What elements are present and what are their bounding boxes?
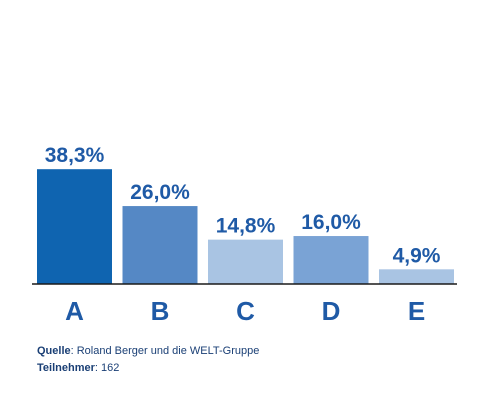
source-text: : Roland Berger und die WELT-Gruppe <box>70 345 260 357</box>
source-label: Quelle <box>37 345 71 357</box>
value-label-c: 14,8% <box>216 215 276 238</box>
bar-d <box>293 236 369 284</box>
bars-group <box>37 169 454 284</box>
bar-b <box>122 206 198 284</box>
category-label-c: C <box>236 296 255 326</box>
category-label-e: E <box>408 296 425 326</box>
value-label-e: 4,9% <box>393 244 441 267</box>
category-label-a: A <box>65 296 84 326</box>
source-note: Quelle: Roland Berger und die WELT-Grupp… <box>37 345 259 357</box>
participants-note: Teilnehmer: 162 <box>37 362 119 374</box>
value-label-d: 16,0% <box>301 211 361 234</box>
value-label-a: 38,3% <box>45 144 105 167</box>
participants-text: : 162 <box>94 362 120 374</box>
category-labels-group: A B C D E <box>65 296 425 326</box>
bar-e <box>379 269 454 284</box>
participants-label: Teilnehmer <box>37 362 95 374</box>
bar-a <box>37 169 112 284</box>
category-label-d: D <box>322 296 341 326</box>
category-label-b: B <box>151 296 170 326</box>
bar-c <box>208 239 283 284</box>
value-label-b: 26,0% <box>130 181 190 204</box>
value-labels-group: 38,3% 26,0% 14,8% 16,0% 4,9% <box>45 144 441 267</box>
